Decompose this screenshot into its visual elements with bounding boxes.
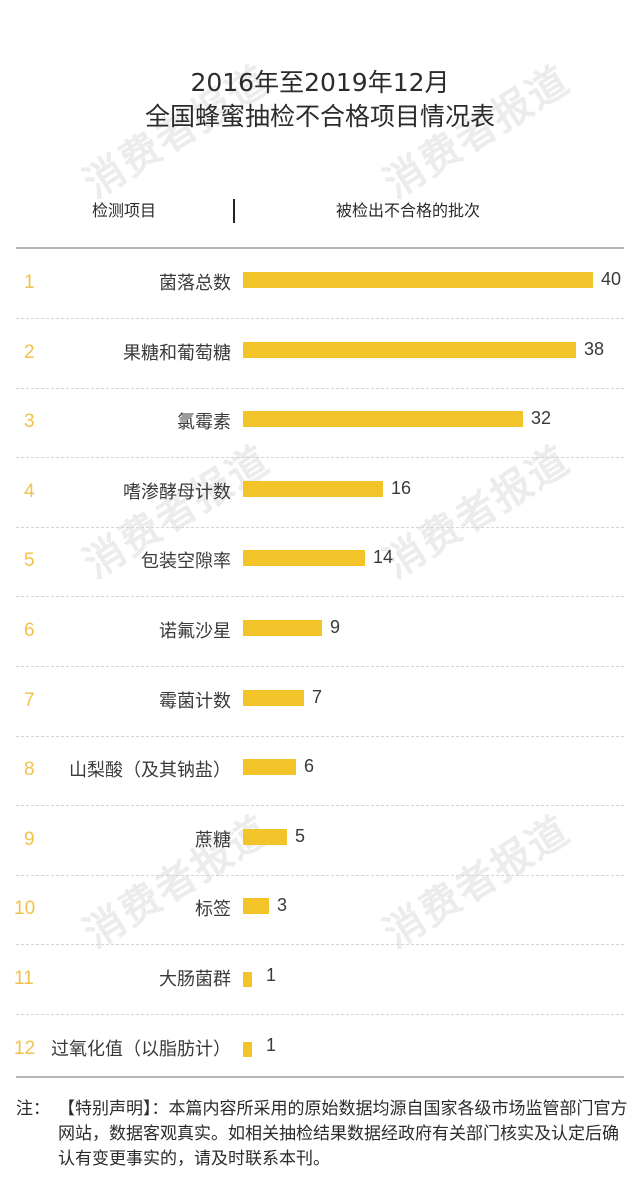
chart-row: 8 山梨酸（及其钠盐） 6 — [16, 737, 624, 807]
chart-row: 9 蔗糖 5 — [16, 807, 624, 876]
bar — [243, 480, 383, 497]
row-label: 菌落总数 — [159, 273, 231, 294]
bar — [243, 759, 296, 776]
row-separator — [16, 387, 624, 389]
chart-title-line2: 全国蜂蜜抽检不合格项目情况表 — [144, 102, 495, 131]
row-rank: 1 — [24, 272, 35, 293]
chart-row: 5 包装空隙率 14 — [16, 528, 624, 598]
chart-row: 10 标签 3 — [14, 876, 624, 946]
chart-row: 7 霉菌计数 7 — [16, 668, 624, 737]
row-rank: 12 — [14, 1037, 36, 1059]
footnote-text: 【特别声明】：本篇内容所采用的原始数据均源自国家各级市场监管部门官方网站，数据客… — [58, 1099, 628, 1169]
row-separator — [16, 805, 624, 807]
row-separator — [16, 666, 624, 667]
bar-value-label: 5 — [295, 825, 306, 846]
row-rank: 11 — [14, 968, 34, 989]
row-label: 包装空隙率 — [141, 551, 231, 573]
bar — [243, 972, 252, 987]
chart-title-line1: 2016年至2019年12月 — [190, 68, 450, 97]
row-rank: 8 — [24, 759, 35, 781]
chart-row: 1 菌落总数 40 — [16, 250, 624, 319]
column-header-item: 检测项目 — [92, 201, 157, 220]
row-rank: 6 — [24, 620, 35, 641]
bar-value-label: 9 — [330, 617, 341, 637]
row-label: 山梨酸（及其钠盐） — [69, 760, 231, 782]
column-divider — [233, 199, 235, 223]
row-separator — [16, 944, 624, 946]
row-rank: 9 — [24, 828, 35, 850]
row-label: 氯霉素 — [177, 412, 231, 434]
row-label: 大肠菌群 — [159, 969, 231, 990]
footnote-prefix: 注： — [16, 1099, 50, 1119]
chart-row: 6 诺氟沙星 9 — [16, 598, 624, 667]
row-rank: 10 — [14, 898, 36, 920]
bar — [243, 411, 523, 428]
chart-row: 12 过氧化值（以脂肪计） 1 — [14, 1016, 624, 1085]
row-rank: 7 — [24, 689, 35, 711]
bar — [243, 341, 576, 358]
row-separator — [16, 735, 624, 737]
footnote: 注： 【特别声明】：本篇内容所采用的原始数据均源自国家各级市场监管部门官方网站，… — [16, 1097, 628, 1172]
bar-value-label: 1 — [266, 1034, 277, 1055]
bar-value-label: 3 — [277, 895, 288, 916]
row-separator — [16, 874, 624, 876]
row-separator — [16, 596, 624, 598]
row-rank: 2 — [24, 341, 35, 363]
row-label: 诺氟沙星 — [159, 621, 231, 642]
chart-row: 4 嗜渗酵母计数 16 — [16, 459, 624, 528]
bar-value-label: 1 — [266, 965, 277, 985]
row-label: 过氧化值（以脂肪计） — [51, 1038, 231, 1060]
row-separator — [16, 526, 624, 528]
chart-row: 2 果糖和葡萄糖 38 — [16, 320, 624, 389]
row-label: 蔗糖 — [195, 829, 231, 851]
bar-value-label: 7 — [312, 686, 323, 707]
row-label: 果糖和葡萄糖 — [123, 342, 231, 364]
bar-value-label: 38 — [584, 338, 605, 359]
bar-value-label: 40 — [601, 269, 622, 289]
bar-value-label: 6 — [304, 756, 315, 777]
row-separator — [16, 457, 624, 459]
bar — [243, 689, 304, 706]
row-label: 标签 — [195, 899, 231, 921]
footer-rule — [16, 1076, 624, 1078]
bar — [243, 550, 365, 567]
row-rank: 3 — [24, 411, 35, 433]
bar — [243, 620, 322, 636]
chart-title: 2016年至2019年12月 全国蜂蜜抽检不合格项目情况表 — [0, 66, 640, 134]
bar-value-label: 14 — [373, 547, 394, 568]
row-rank: 4 — [24, 480, 35, 502]
chart-row: 3 氯霉素 32 — [16, 389, 624, 459]
row-rank: 5 — [24, 550, 35, 572]
bar — [243, 272, 593, 288]
row-label: 霉菌计数 — [159, 690, 231, 712]
bar-value-label: 32 — [531, 408, 552, 429]
bar — [243, 828, 287, 845]
bar — [243, 898, 269, 915]
chart-row: 11 大肠菌群 1 — [14, 946, 624, 1015]
row-separator — [16, 1014, 624, 1015]
header-rule — [16, 247, 624, 249]
column-header-count: 被检出不合格的批次 — [336, 201, 481, 220]
bar-value-label: 16 — [391, 477, 412, 498]
row-separator — [16, 318, 624, 319]
row-label: 嗜渗酵母计数 — [123, 481, 231, 503]
bar — [243, 1041, 252, 1057]
